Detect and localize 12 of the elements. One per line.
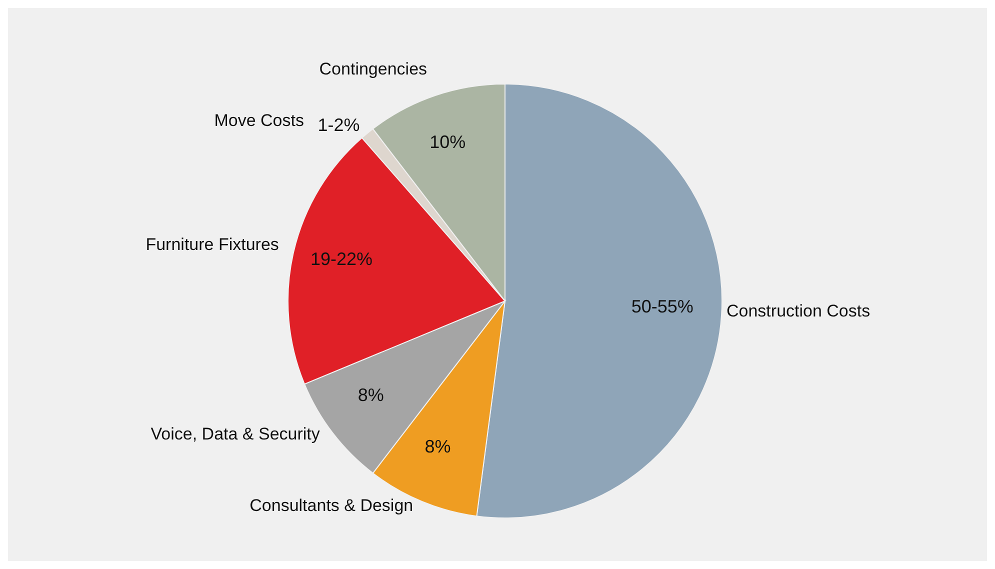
- slice-label: Move Costs: [214, 111, 304, 130]
- slice-label: Furniture Fixtures: [146, 234, 279, 254]
- slice-label: Consultants & Design: [250, 496, 414, 516]
- data-label: 10%: [430, 132, 466, 152]
- slice-label: Voice, Data & Security: [150, 424, 320, 444]
- slice-label: Contingencies: [319, 60, 428, 79]
- data-label: 8%: [424, 436, 451, 456]
- data-label: 8%: [358, 385, 384, 406]
- data-label: 19-22%: [310, 249, 373, 270]
- data-label: 50-55%: [631, 296, 694, 317]
- slice-label: Construction Costs: [726, 301, 870, 320]
- data-label: 1-2%: [318, 115, 360, 136]
